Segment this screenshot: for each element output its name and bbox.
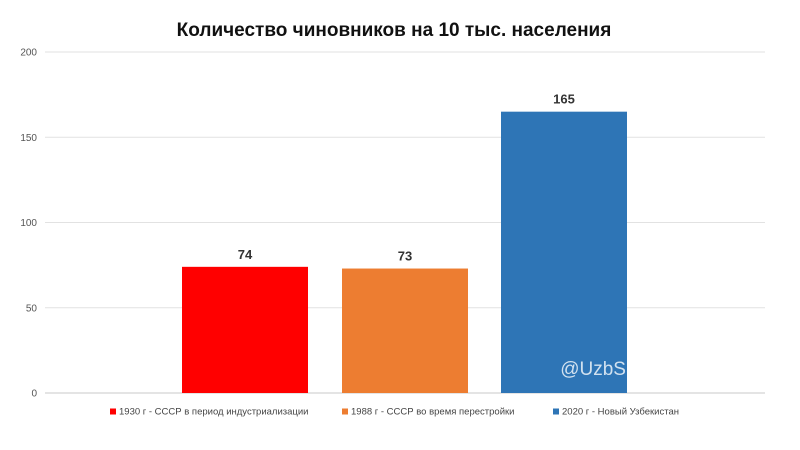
legend: 1930 г - СССР в период индустриализации 1… bbox=[110, 407, 679, 418]
legend-label: 1930 г - СССР в период индустриализации bbox=[119, 407, 308, 418]
chart-title: Количество чиновников на 10 тыс. населен… bbox=[177, 20, 612, 41]
bar bbox=[182, 266, 308, 393]
watermark-text: @UzbSSR | uzcomm.su bbox=[560, 359, 765, 380]
legend-swatch bbox=[342, 408, 348, 415]
bar bbox=[342, 268, 468, 393]
grid-layer: 0 50 100 150 200 bbox=[20, 48, 765, 400]
data-labels-layer: 74 73 165 bbox=[238, 92, 575, 264]
bar-value-label: 73 bbox=[398, 249, 412, 264]
y-tick-label: 100 bbox=[20, 218, 37, 229]
y-tick-label: 50 bbox=[26, 303, 38, 314]
y-tick-label: 0 bbox=[31, 389, 37, 400]
legend-swatch bbox=[553, 408, 559, 415]
bars-layer bbox=[182, 111, 627, 394]
y-tick-label: 200 bbox=[20, 48, 37, 59]
legend-swatch bbox=[110, 408, 116, 415]
bar-value-label: 74 bbox=[238, 247, 253, 262]
y-tick-label: 150 bbox=[20, 133, 37, 144]
legend-label: 1988 г - СССР во время перестройки bbox=[351, 407, 514, 418]
legend-label: 2020 г - Новый Узбекистан bbox=[562, 407, 679, 418]
bar-value-label: 165 bbox=[553, 92, 575, 107]
bar bbox=[501, 111, 627, 394]
